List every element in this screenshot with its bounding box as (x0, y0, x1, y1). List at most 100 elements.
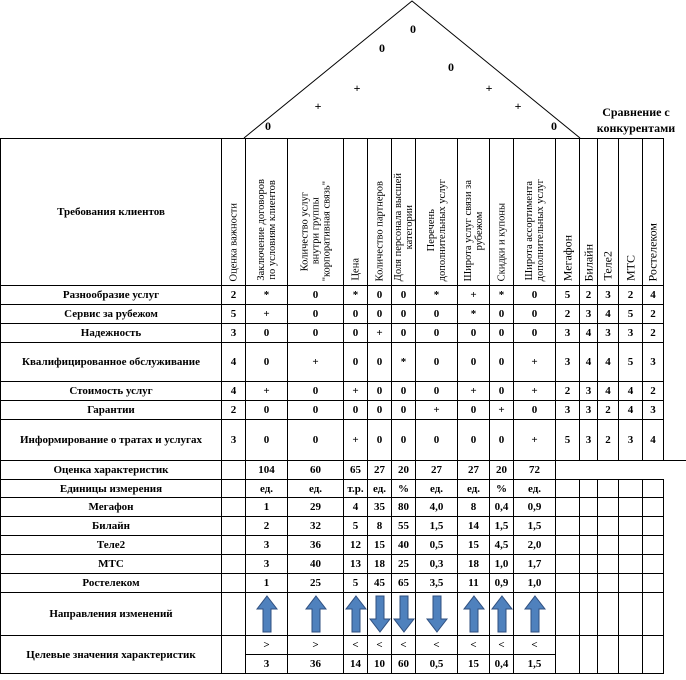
characteristic-header-label: Перечень дополнительных услуг (425, 178, 448, 281)
relationship-cell: 0 (489, 381, 514, 401)
operator-value: 40 (391, 535, 416, 555)
competitor-rating: 2 (555, 381, 580, 401)
target-value: 0,4 (489, 654, 514, 674)
assessment-value: 104 (245, 460, 288, 480)
operator-value: 40 (287, 554, 344, 574)
relationship-cell: 0 (367, 419, 392, 461)
relationship-cell: 0 (391, 285, 416, 305)
operator-value: 8 (367, 516, 392, 536)
operator-value: 45 (367, 573, 392, 593)
relationship-cell: 0 (457, 419, 490, 461)
empty-cell (579, 535, 598, 555)
empty-cell (221, 554, 246, 574)
operator-value: 18 (457, 554, 490, 574)
relationship-cell: 0 (457, 342, 490, 382)
importance-header-label: Оценка важности (228, 202, 239, 281)
operator-value: 15 (457, 535, 490, 555)
header-row: Требования клиентов Оценка важности Заключ… (0, 138, 686, 286)
assessment-value: 27 (367, 460, 392, 480)
operator-value: 1,5 (513, 516, 556, 536)
operator-value: 18 (367, 554, 392, 574)
relationship-cell: * (391, 342, 416, 382)
empty-cell (555, 554, 580, 574)
target-value: 0,5 (415, 654, 458, 674)
competitor-rating: 5 (555, 419, 580, 461)
characteristic-header: Широта услуг связи за рубежом (457, 138, 490, 286)
target-sign: < (415, 635, 458, 655)
requirement-name: Квалифицированное обслуживание (0, 342, 222, 382)
relationship-cell: 0 (489, 419, 514, 461)
empty-cell (555, 592, 580, 636)
competitor-rating: 3 (618, 323, 643, 343)
characteristic-header: Количество партнеров (367, 138, 392, 286)
competitor-header-label: Ростелеком (645, 222, 660, 281)
empty-cell (555, 535, 580, 555)
competitor-rating: 4 (597, 304, 619, 324)
operator-value: 14 (457, 516, 490, 536)
target-value: 14 (343, 654, 368, 674)
operator-value: 0,4 (489, 497, 514, 517)
relationship-cell: * (245, 285, 288, 305)
relationship-cell: 0 (287, 285, 344, 305)
relationship-cell: * (489, 285, 514, 305)
competitor-header: МТС (618, 138, 643, 286)
requirement-name: Разнообразие услуг (0, 285, 222, 305)
relationship-cell: 0 (287, 419, 344, 461)
requirement-name: Информирование о тратах и услугах (0, 419, 222, 461)
roof-outline (243, 0, 581, 139)
operator-value: 5 (343, 516, 368, 536)
characteristic-header-label: Количество партнеров (374, 180, 385, 281)
roof-mark: + (515, 99, 522, 113)
relationship-cell: 0 (245, 419, 288, 461)
relationship-cell: 0 (287, 400, 344, 420)
characteristic-header: Цена (343, 138, 368, 286)
empty-cell (597, 573, 619, 593)
operator-value: 1 (245, 573, 288, 593)
arrow-up-icon (304, 595, 327, 633)
relationship-cell: 0 (457, 323, 490, 343)
units-label: Единицы измерения (0, 479, 222, 498)
relationship-cell: 0 (489, 323, 514, 343)
empty-cell (579, 479, 598, 498)
relationship-cell: 0 (287, 381, 344, 401)
competitor-rating: 3 (579, 419, 598, 461)
empty-cell (642, 573, 664, 593)
roof-mark: 0 (410, 22, 416, 36)
target-sign: > (245, 635, 288, 655)
empty-cell (579, 497, 598, 517)
competitor-rating: 3 (579, 381, 598, 401)
operator-value: 32 (287, 516, 344, 536)
competitor-rating: 4 (642, 419, 664, 461)
competitor-rating: 2 (555, 304, 580, 324)
assessment-value: 27 (415, 460, 458, 480)
relationship-cell: 0 (367, 342, 392, 382)
relationship-cell: 0 (367, 400, 392, 420)
roof-mark: 0 (448, 60, 454, 74)
relationship-cell: 0 (367, 381, 392, 401)
relationship-cell: 0 (391, 323, 416, 343)
competitor-header-label: МТС (623, 254, 637, 281)
target-sign-row: Целевые значения характеристик > > < < < < < < < (0, 635, 686, 674)
target-sign: < (513, 635, 556, 655)
empty-cell (642, 592, 664, 636)
relationship-cell: 0 (343, 342, 368, 382)
requirement-name: Надежность (0, 323, 222, 343)
characteristic-header-label: Широта услуг связи за рубежом (462, 179, 485, 281)
empty-cell (555, 573, 580, 593)
characteristic-header-label: Количество услуг внутри группы "корпорат… (299, 180, 332, 281)
relationship-cell: 0 (415, 381, 458, 401)
empty-cell (221, 592, 246, 636)
unit-value: ед. (245, 479, 288, 498)
competitor-rating: 5 (555, 285, 580, 305)
characteristic-header-label: Скидки и купоны (496, 202, 507, 281)
relationship-cell: + (245, 304, 288, 324)
empty-cell (618, 516, 643, 536)
relationship-cell: 0 (415, 323, 458, 343)
competitor-header: Мегафон (555, 138, 580, 286)
competitor-rating: 3 (555, 342, 580, 382)
direction-cell (245, 592, 288, 636)
operator-value: 0,9 (513, 497, 556, 517)
competitor-rating: 4 (597, 381, 619, 401)
target-value: 36 (287, 654, 344, 674)
competitor-rating: 3 (597, 285, 619, 305)
